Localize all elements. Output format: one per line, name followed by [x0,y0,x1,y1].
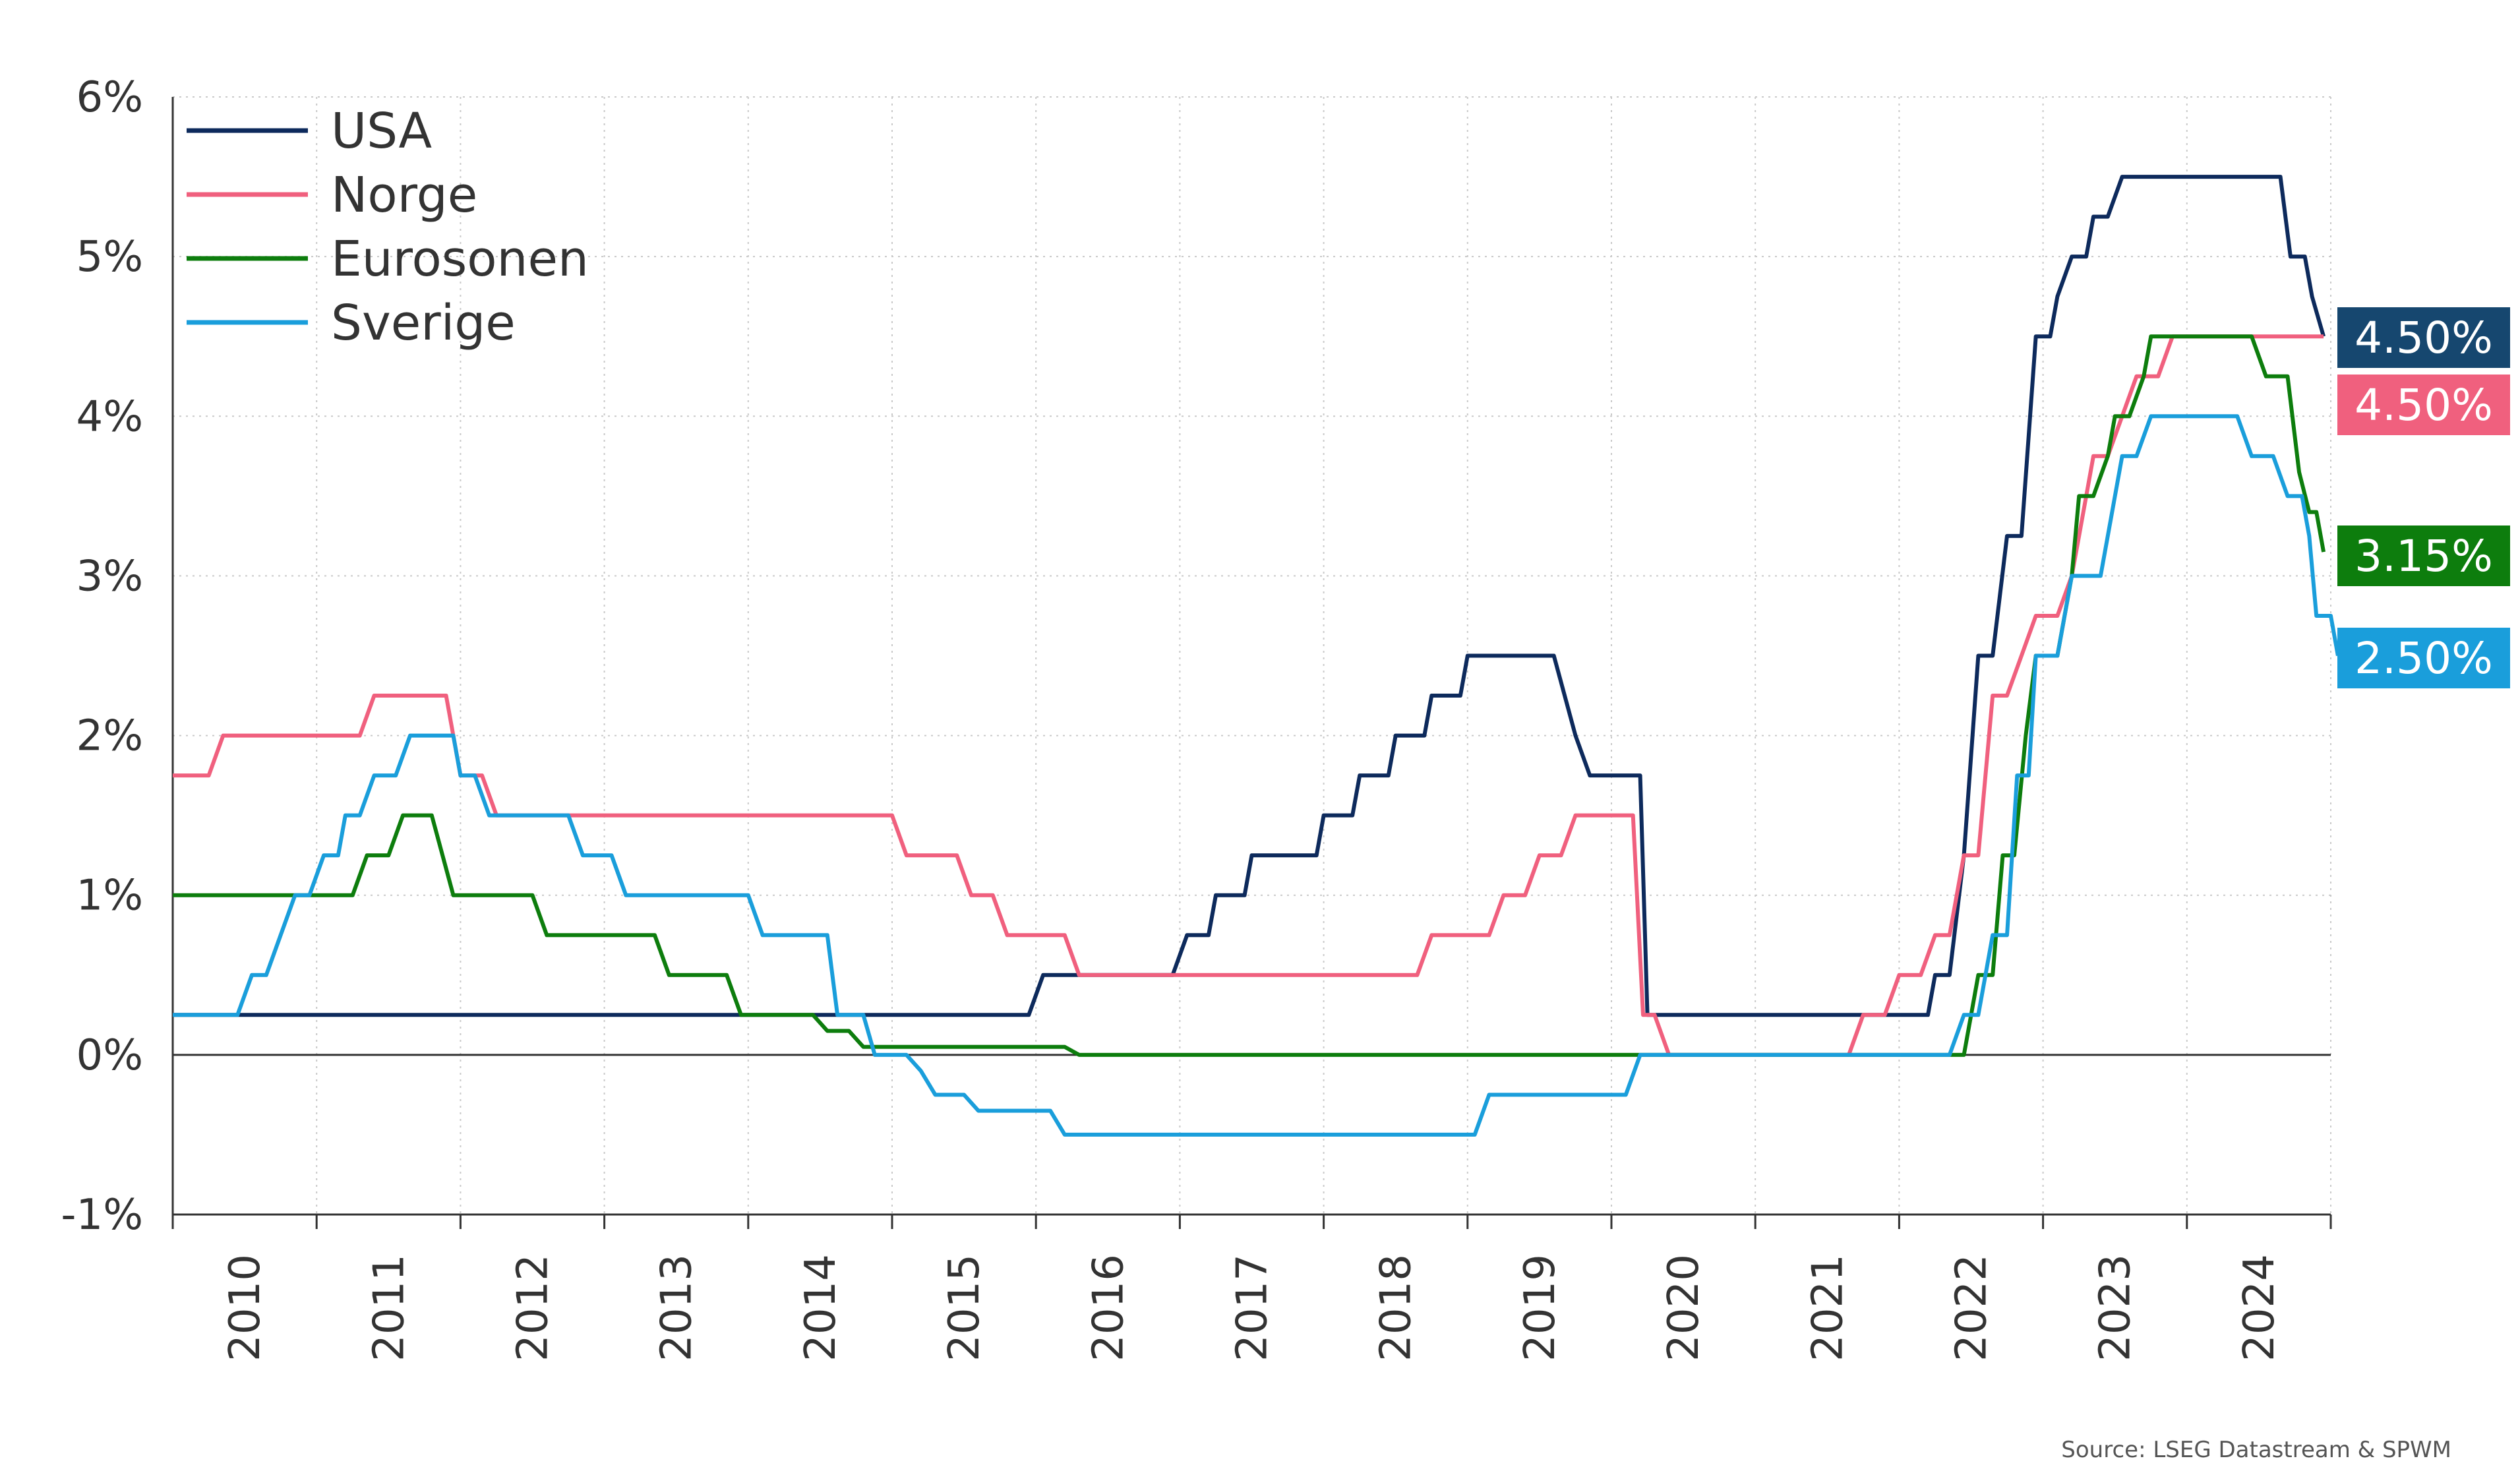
end-value-badges: 4.50% 4.50% 3.15% 2.50% [2337,307,2510,688]
y-tick-label: 4% [76,392,143,441]
y-tick-label: 2% [76,712,143,761]
y-tick-label: 5% [76,233,143,282]
y-tick-label: 1% [76,872,143,920]
end-badge-label-norge: 4.50% [2355,380,2493,431]
x-tick-label: 2014 [796,1254,845,1362]
legend-label-eurosonen: Eurosonen [331,231,589,287]
source-note: Source: LSEG Datastream & SPWM [2061,1437,2451,1463]
x-tick-label: 2021 [1803,1254,1852,1362]
y-tick-label: 3% [76,552,143,601]
x-tick-label: 2017 [1228,1254,1277,1362]
x-tick-label: 2012 [509,1254,558,1362]
x-tick-label: 2018 [1372,1254,1421,1362]
end-badge-label-sverige: 2.50% [2355,633,2493,684]
series-layer [173,175,2340,1137]
end-badge-label-usa: 4.50% [2355,313,2493,363]
end-badge-sverige [2337,628,2510,688]
axes-layer: -1% 0% 1% 2% 3% 4% 5% 6% 2010 2011 2012 2013 2014 201… [61,73,2332,1362]
grid-layer [173,96,2331,1215]
x-tick-label: 2019 [1516,1254,1565,1362]
end-badge-label-eurosonen: 3.15% [2355,531,2493,582]
x-tick-label: 2016 [1084,1254,1133,1362]
x-tick-label: 2024 [2235,1254,2284,1362]
x-tick-label: 2022 [1948,1254,1996,1362]
series-line-usa [173,175,2325,1017]
x-tick-label: 2023 [2091,1254,2140,1362]
x-tick-label: 2015 [940,1254,989,1362]
end-badge-norge [2337,375,2510,435]
y-tick-label: 0% [76,1031,143,1080]
x-tick-label: 2011 [365,1254,413,1362]
legend: USA Norge Eurosonen Sverige [187,103,589,351]
end-badge-usa [2337,307,2510,368]
y-tick-label: 6% [76,73,143,122]
series-line-sverige [173,414,2340,1137]
series-line-norge [173,334,2324,1057]
y-tick-label: -1% [61,1191,143,1240]
legend-label-norge: Norge [331,167,477,224]
legend-label-usa: USA [331,103,433,160]
legend-label-sverige: Sverige [331,295,516,351]
x-tick-label: 2013 [653,1254,702,1362]
x-tick-label: 2010 [221,1254,270,1362]
end-badge-eurosonen [2337,525,2510,586]
x-tick-label: 2020 [1660,1254,1708,1362]
